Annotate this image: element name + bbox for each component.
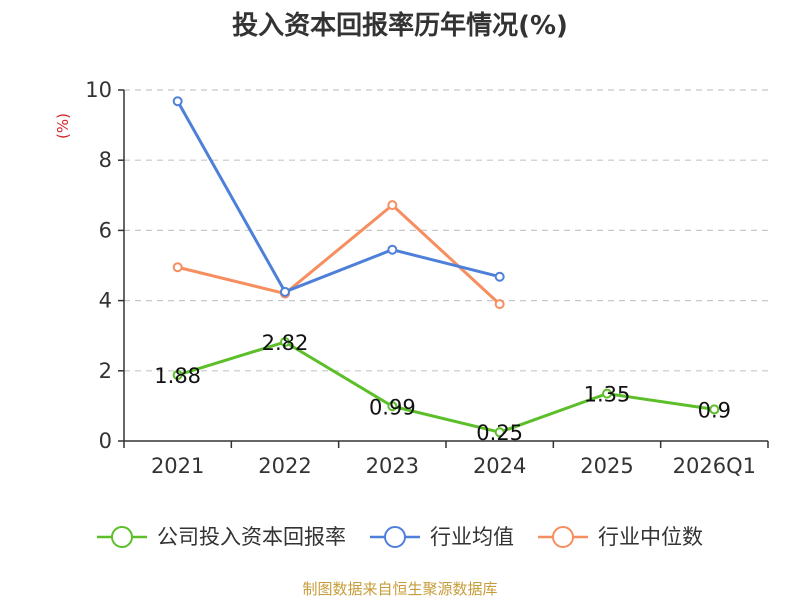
data-label: 1.35	[584, 383, 631, 407]
legend-item[interactable]: 公司投入资本回报率	[97, 525, 346, 549]
y-tick-label: 4	[99, 289, 112, 313]
legend-item[interactable]: 行业均值	[370, 525, 514, 549]
data-point	[387, 244, 398, 255]
data-label: 0.9	[698, 398, 731, 422]
data-label: 0.25	[476, 421, 523, 445]
data-point	[602, 388, 612, 399]
data-label: 2.82	[262, 331, 309, 355]
x-tick-label: 2022	[258, 454, 311, 478]
data-point	[280, 286, 290, 297]
y-tick-label: 6	[99, 218, 112, 242]
data-point	[387, 401, 398, 412]
data-point	[172, 370, 183, 381]
y-tick-label: 0	[99, 429, 112, 453]
data-point	[387, 200, 398, 211]
data-label: 1.88	[154, 364, 201, 388]
legend: 公司投入资本回报率 行业均值 行业中位数	[97, 525, 703, 549]
data-point	[709, 404, 720, 415]
y-tick-label: 10	[85, 78, 112, 102]
legend-swatch-marker	[384, 526, 406, 548]
data-labels: 1.88 2.82 0.99 0.25 1.35 0.9	[154, 331, 731, 445]
legend-swatch-marker	[552, 526, 574, 548]
x-tick-label: 2024	[473, 454, 526, 478]
x-tick-label: 2025	[580, 454, 633, 478]
chart-title: 投入资本回报率历年情况(%)	[232, 10, 568, 41]
series-line	[176, 99, 502, 294]
data-label: 0.99	[369, 395, 416, 419]
data-point	[172, 96, 183, 107]
data-point	[494, 427, 505, 438]
legend-item[interactable]: 行业中位数	[538, 525, 703, 549]
data-point	[172, 262, 183, 273]
x-tick-label: 2023	[366, 454, 419, 478]
data-point	[280, 337, 290, 348]
x-tick-label: 2021	[151, 454, 204, 478]
y-tick-label: 8	[99, 148, 112, 172]
legend-label: 公司投入资本回报率	[157, 525, 346, 549]
legend-label: 行业均值	[430, 525, 514, 549]
y-axis-unit-label: (%)	[54, 113, 72, 139]
series-line	[176, 203, 502, 306]
axes: 0 2 4 6 8 10 2021 2022 2023 2024 2025 2026Q1	[85, 78, 769, 478]
data-point	[494, 271, 505, 282]
legend-swatch-marker	[111, 526, 133, 548]
series-lines	[172, 96, 720, 438]
data-point	[494, 299, 505, 310]
y-tick-label: 2	[99, 359, 112, 383]
grid-lines	[124, 89, 768, 372]
series-line	[176, 340, 716, 434]
data-source-note: 制图数据来自恒生聚源数据库	[302, 580, 497, 598]
legend-label: 行业中位数	[598, 525, 703, 549]
x-tick-label: 2026Q1	[673, 454, 756, 478]
